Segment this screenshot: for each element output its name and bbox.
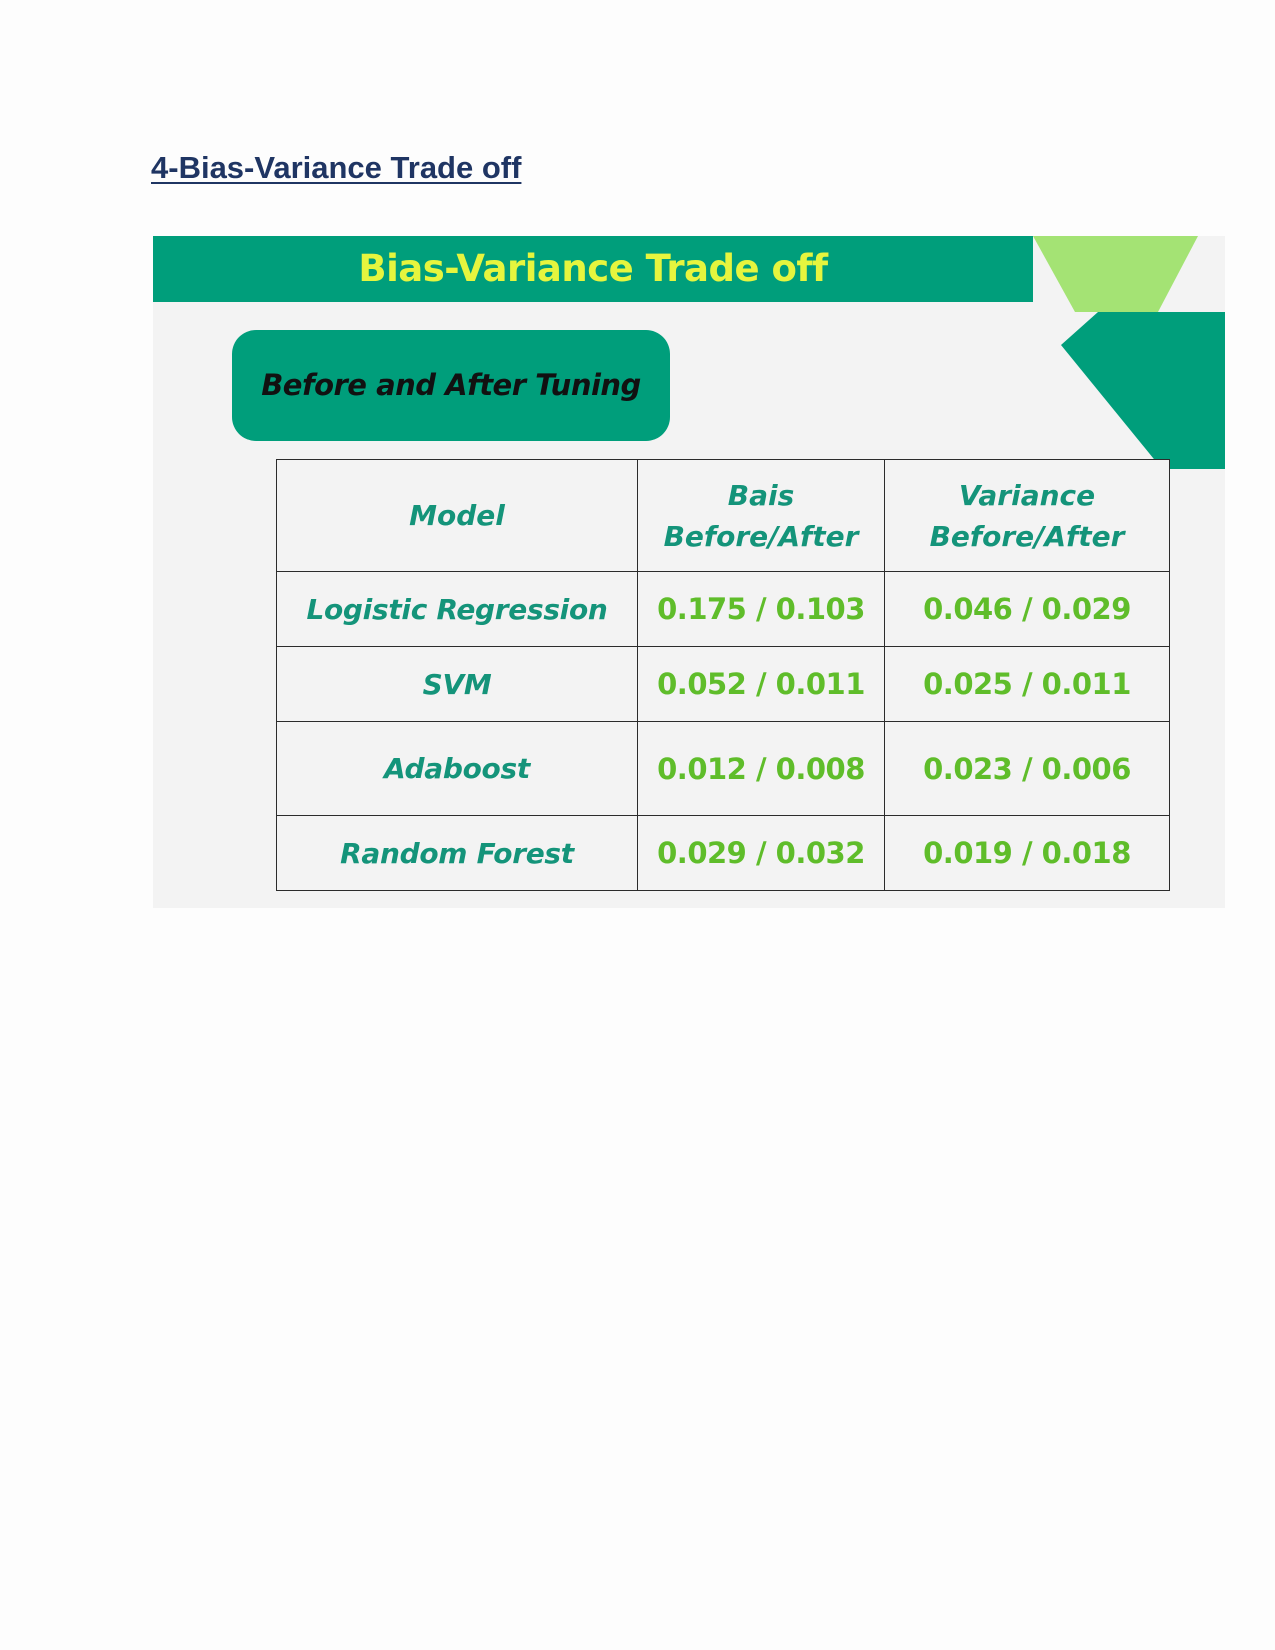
header-model: Model — [276, 459, 638, 572]
model-name: SVM — [276, 646, 638, 722]
decorative-shapes — [1033, 236, 1225, 469]
variance-value: 0.019 / 0.018 — [884, 815, 1170, 891]
title-banner: Bias-Variance Trade off — [153, 236, 1033, 302]
header-variance: Variance Before/After — [884, 459, 1170, 572]
table-row: Random Forest 0.029 / 0.032 0.019 / 0.01… — [276, 815, 1170, 891]
variance-value: 0.025 / 0.011 — [884, 646, 1170, 722]
model-name: Adaboost — [276, 721, 638, 816]
table-row: Logistic Regression 0.175 / 0.103 0.046 … — [276, 571, 1170, 647]
model-name: Random Forest — [276, 815, 638, 891]
table-header-row: Model Bais Before/After Variance Before/… — [276, 459, 1170, 572]
header-bias: Bais Before/After — [637, 459, 885, 572]
section-heading: 4-Bias-Variance Trade off — [151, 150, 522, 185]
table-row: SVM 0.052 / 0.011 0.025 / 0.011 — [276, 646, 1170, 722]
subtitle-label: Before and After Tuning — [261, 368, 641, 402]
variance-value: 0.046 / 0.029 — [884, 571, 1170, 647]
subtitle-badge: Before and After Tuning — [232, 330, 670, 441]
table-row: Adaboost 0.012 / 0.008 0.023 / 0.006 — [276, 721, 1170, 816]
bias-value: 0.012 / 0.008 — [637, 721, 885, 816]
decorative-trapezoid-light — [1033, 236, 1198, 312]
model-name: Logistic Regression — [276, 571, 638, 647]
bias-value: 0.175 / 0.103 — [637, 571, 885, 647]
slide-title: Bias-Variance Trade off — [358, 247, 828, 290]
slide-image: Bias-Variance Trade off Before and After… — [153, 236, 1225, 908]
variance-value: 0.023 / 0.006 — [884, 721, 1170, 816]
bias-value: 0.029 / 0.032 — [637, 815, 885, 891]
results-table: Model Bais Before/After Variance Before/… — [276, 459, 1170, 891]
bias-value: 0.052 / 0.011 — [637, 646, 885, 722]
decorative-hexagon-dark — [1061, 312, 1225, 469]
